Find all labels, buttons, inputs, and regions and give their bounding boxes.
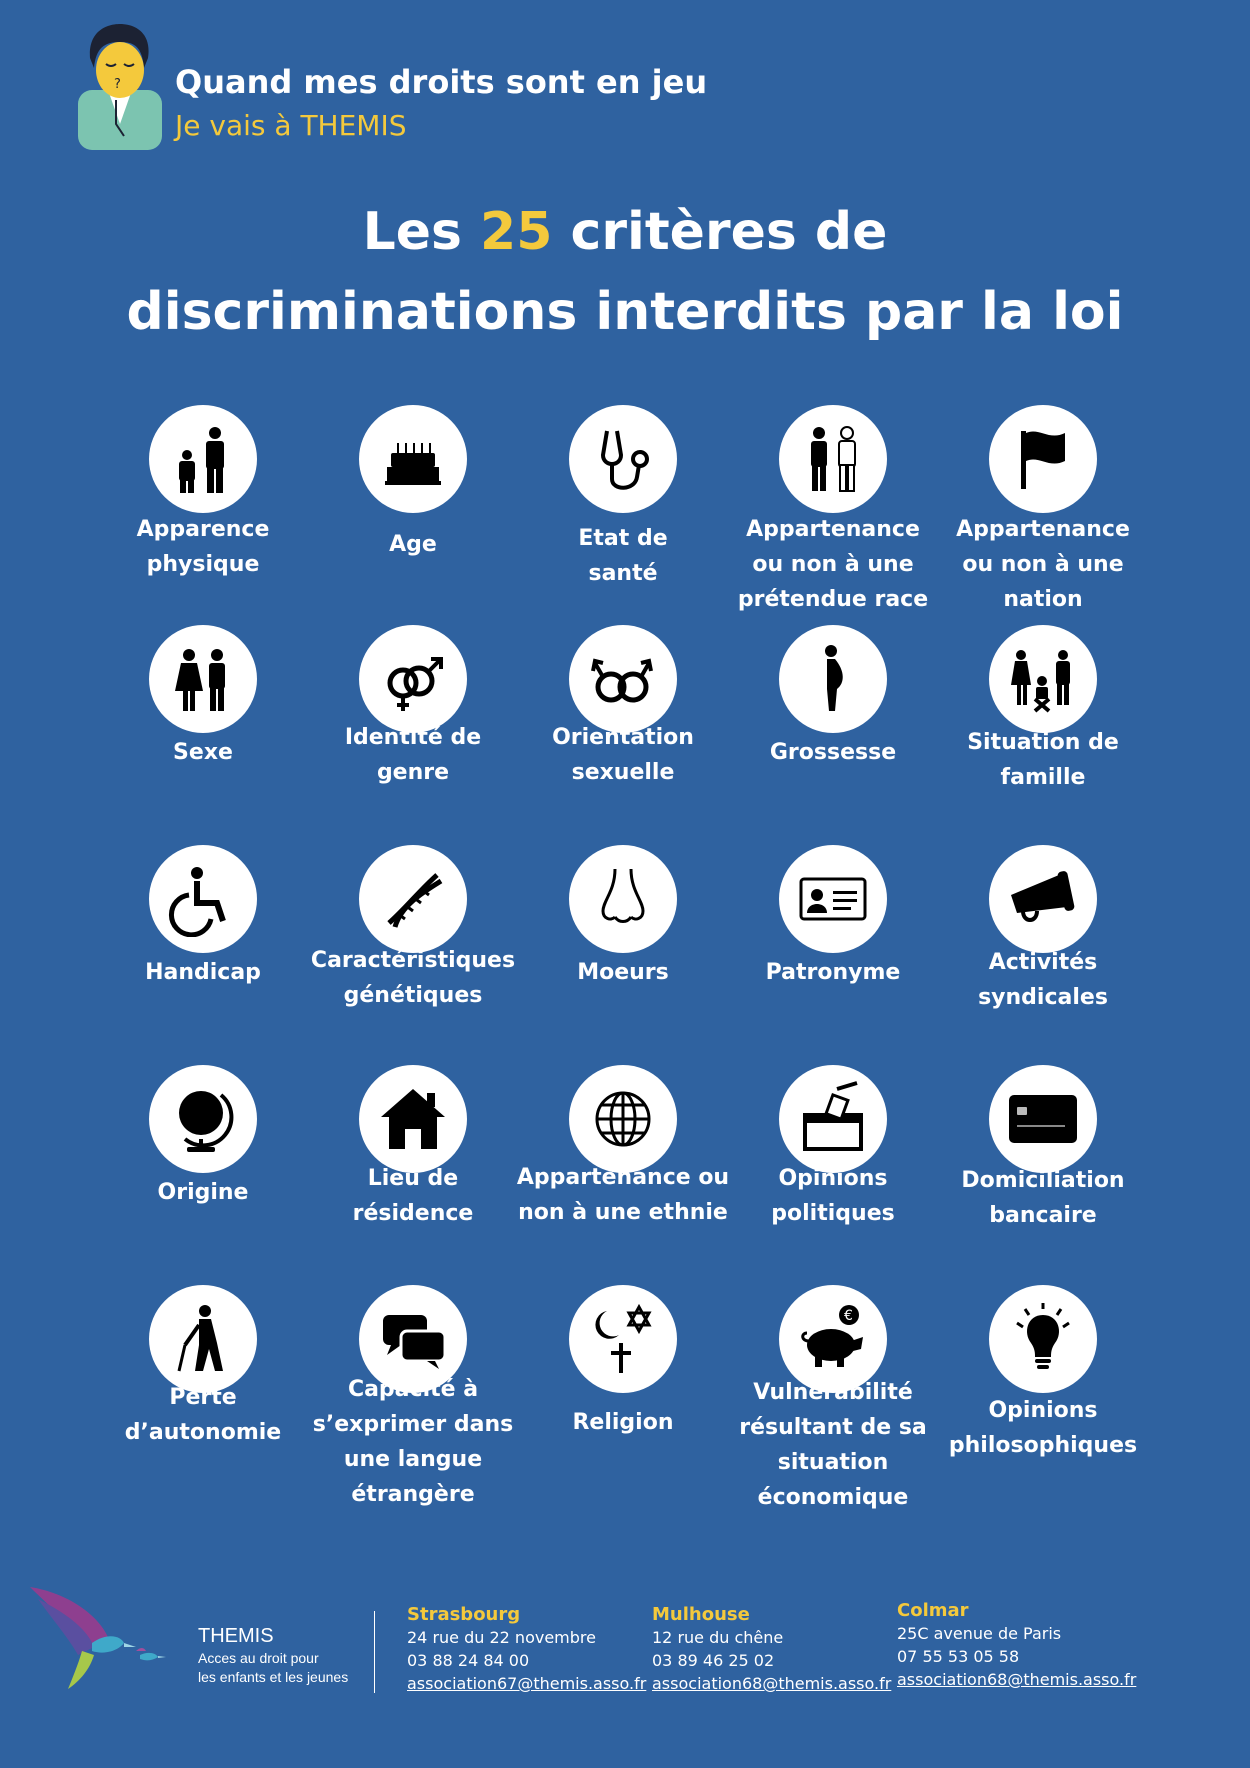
avatar-icon: ? xyxy=(78,24,162,150)
header-title: Quand mes droits sont en jeu xyxy=(175,63,708,101)
criterion-label: Caractéristiques génétiques xyxy=(310,948,516,1008)
criterion-label: Moeurs xyxy=(577,960,669,985)
office-phone[interactable]: 07 55 53 05 58 xyxy=(897,1647,1020,1666)
flag-icon xyxy=(989,405,1097,513)
criterion-label: Patronyme xyxy=(765,960,901,985)
woman-man-icon xyxy=(149,625,257,733)
elderly-person-icon xyxy=(149,1285,257,1393)
office-address: 24 rue du 22 novembre xyxy=(407,1628,596,1647)
two-persons-icon xyxy=(779,405,887,513)
office-colmar: Colmar 25C avenue de Paris 07 55 53 05 5… xyxy=(897,1599,1136,1691)
title-line-2: discriminations interdits par la loi xyxy=(126,282,1124,342)
criterion-label: Identité de genre xyxy=(344,725,482,785)
office-email[interactable]: association68@themis.asso.fr xyxy=(897,1670,1137,1689)
office-email[interactable]: association67@themis.asso.fr xyxy=(407,1674,647,1693)
office-city: Strasbourg xyxy=(407,1604,521,1625)
criterion-label: Situation de famille xyxy=(967,730,1119,790)
office-address: 12 rue du chêne xyxy=(652,1628,784,1647)
footer: THEMIS Acces au droit pour les enfants e… xyxy=(0,1585,1250,1705)
criterion-label: Vulnérabilité résultant de sa situation … xyxy=(739,1380,927,1510)
piggy-bank-icon: € xyxy=(779,1285,887,1393)
criterion-label: Sexe xyxy=(173,740,233,765)
wheelchair-icon xyxy=(149,845,257,953)
stethoscope-icon xyxy=(569,405,677,513)
criterion-label: Origine xyxy=(157,1180,249,1205)
criterion-label: Opinions politiques xyxy=(771,1166,895,1226)
people-sizes-icon xyxy=(149,405,257,513)
brand-tagline-1: Acces au droit pour xyxy=(198,1650,319,1666)
office-city: Colmar xyxy=(897,1600,969,1621)
hummingbird-logo-icon xyxy=(30,1587,166,1689)
criterion-label: Orientation sexuelle xyxy=(552,725,694,785)
birthday-cake-icon xyxy=(359,405,467,513)
criterion-label: Domiciliation bancaire xyxy=(961,1168,1125,1228)
gender-symbols-icon xyxy=(359,625,467,733)
title-prefix: Les xyxy=(362,202,481,262)
office-email[interactable]: association68@themis.asso.fr xyxy=(652,1674,892,1693)
criterion-label: Appartenance ou non à une nation xyxy=(956,517,1130,612)
globe-icon xyxy=(149,1065,257,1173)
criterion-label: Grossesse xyxy=(769,740,897,765)
brand-tagline-2: les enfants et les jeunes xyxy=(198,1669,349,1685)
male-couple-symbols-icon xyxy=(569,625,677,733)
ballot-box-icon xyxy=(779,1065,887,1173)
criterion-label: Activités syndicales xyxy=(978,950,1108,1010)
svg-text:?: ? xyxy=(114,77,121,92)
office-strasbourg: Strasbourg 24 rue du 22 novembre 03 88 2… xyxy=(407,1603,646,1695)
criterion-label: Lieu de résidence xyxy=(352,1166,474,1226)
id-card-icon xyxy=(779,845,887,953)
speech-bubbles-icon xyxy=(359,1285,467,1393)
lightbulb-icon xyxy=(989,1285,1097,1393)
brand-name: THEMIS xyxy=(198,1625,274,1647)
criterion-label: Religion xyxy=(572,1410,674,1435)
criterion-label: Handicap xyxy=(145,960,261,985)
brand: THEMIS Acces au droit pour les enfants e… xyxy=(198,1625,348,1686)
criterion-label: Perte d’autonomie xyxy=(124,1385,282,1445)
criterion-label: Opinions philosophiques xyxy=(948,1398,1138,1458)
title-line-1: Les 25 critères de xyxy=(0,192,1250,272)
header-subtitle: Je vais à THEMIS xyxy=(175,109,407,142)
family-icon xyxy=(989,625,1097,733)
title-number: 25 xyxy=(480,202,553,262)
pregnant-woman-icon xyxy=(779,625,887,733)
criterion-label: Apparence physique xyxy=(136,517,270,577)
office-city: Mulhouse xyxy=(652,1604,750,1625)
criterion-label: Appartenance ou non à une ethnie xyxy=(516,1165,730,1225)
page-title: Les 25 critères de discriminations inter… xyxy=(0,192,1250,352)
religious-symbols-icon xyxy=(569,1285,677,1393)
criterion-label: Appartenance ou non à une prétendue race xyxy=(737,517,929,612)
title-suffix: critères de xyxy=(552,202,888,262)
criterion-label: Age xyxy=(389,532,437,557)
svg-text:€: € xyxy=(844,1308,853,1324)
bank-card-icon xyxy=(989,1065,1097,1173)
nose-icon xyxy=(569,845,677,953)
office-phone[interactable]: 03 89 46 25 02 xyxy=(652,1651,775,1670)
criterion-label: Etat de santé xyxy=(578,526,668,586)
megaphone-icon xyxy=(989,845,1097,953)
office-address: 25C avenue de Paris xyxy=(897,1624,1062,1643)
footer-divider xyxy=(374,1611,375,1693)
house-icon xyxy=(359,1065,467,1173)
office-mulhouse: Mulhouse 12 rue du chêne 03 89 46 25 02 … xyxy=(652,1603,891,1695)
criterion-label: Capacité à s’exprimer dans une langue ét… xyxy=(312,1377,514,1507)
world-grid-icon xyxy=(569,1065,677,1173)
dna-icon xyxy=(359,845,467,953)
office-phone[interactable]: 03 88 24 84 00 xyxy=(407,1651,530,1670)
